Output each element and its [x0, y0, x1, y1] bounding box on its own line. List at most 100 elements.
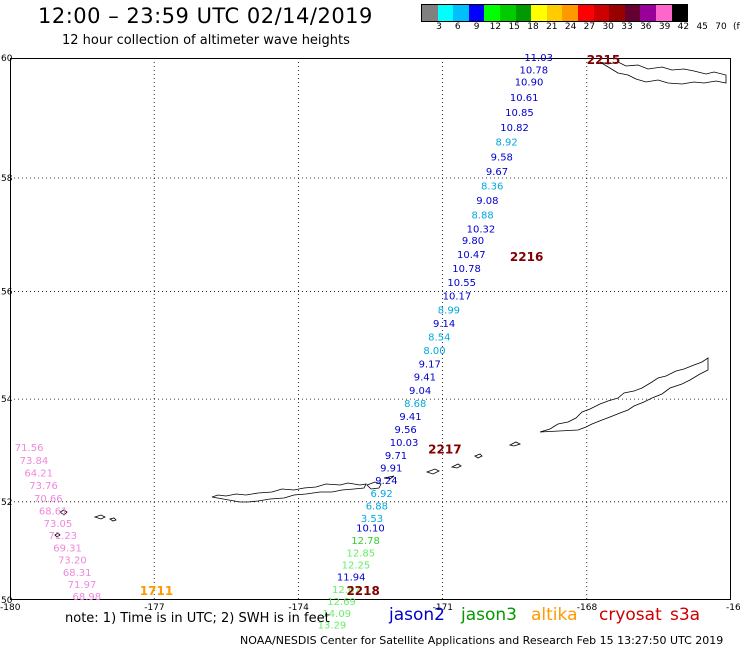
swh-value: 10.32 [467, 225, 496, 236]
swh-value: 11.03 [524, 53, 553, 64]
scale-swatch [437, 5, 454, 21]
scale-label: 42 [677, 22, 690, 32]
scale-swatch [484, 5, 500, 21]
scale-label: 12 [489, 22, 502, 32]
latitude-label: 56 [1, 287, 13, 297]
swh-value: 8.36 [481, 182, 503, 193]
map-title: 12:00 – 23:59 UTC 02/14/2019 [38, 4, 373, 28]
scale-swatch [468, 5, 485, 21]
swh-value: 68.98 [72, 592, 101, 603]
swh-value: 9.24 [375, 476, 397, 487]
satellite-legend-cryosat: cryosat [599, 605, 662, 625]
scale-label: 45 [696, 22, 708, 32]
scale-swatch [609, 5, 625, 21]
scale-swatch [515, 5, 532, 21]
scale-swatch [624, 5, 641, 21]
satellite-legend-jason2: jason2 [389, 605, 445, 625]
swh-value: 70.66 [34, 494, 63, 505]
swh-value: 8.00 [423, 346, 445, 357]
swh-value: 71.56 [15, 443, 44, 454]
coastline [54, 61, 727, 538]
satellite-legend-jason3: jason3 [461, 605, 517, 625]
swh-value: 12.69 [327, 597, 356, 608]
swh-value: 9.58 [491, 152, 513, 163]
swh-value: 10.82 [500, 123, 529, 134]
scale-swatch [453, 5, 469, 21]
swh-value: 10.85 [505, 108, 534, 119]
swh-value: 12.85 [346, 548, 375, 559]
longitude-label: -171 [433, 603, 453, 613]
aleutian-islands-west [211, 482, 367, 503]
swh-value: 8.68 [404, 399, 426, 410]
swh-value: 9.41 [399, 412, 421, 423]
scale-label: 9 [473, 22, 480, 32]
altimeter-tracks: 11.0310.7810.9010.6110.8510.828.929.589.… [15, 53, 620, 632]
swh-value: 10.90 [515, 78, 544, 89]
scale-swatch [640, 5, 656, 21]
scale-label: 70 [715, 22, 727, 32]
wave-height-color-scale [421, 4, 689, 22]
pass-time-label: 2217 [428, 443, 461, 457]
pass-time-label: 2215 [587, 53, 620, 67]
latitude-label: 60 [1, 54, 13, 64]
swh-value: 8.54 [428, 333, 450, 344]
swh-value: 8.88 [471, 210, 493, 221]
scale-swatch [655, 5, 672, 21]
pass-time-label: 2216 [510, 250, 543, 264]
swh-value: 12.25 [342, 561, 371, 572]
scale-label: 33 [621, 22, 633, 32]
longitude-label: -177 [144, 603, 164, 613]
scale-swatch [577, 5, 594, 21]
swh-value: 68.31 [63, 568, 92, 579]
swh-value: 8.92 [495, 138, 517, 149]
swh-value: 10.17 [443, 292, 472, 303]
swh-value: 73.84 [20, 456, 49, 467]
swh-value: 9.41 [414, 373, 436, 384]
scale-swatch [546, 5, 563, 21]
credit-line: NOAA/NESDIS Center for Satellite Applica… [240, 634, 724, 647]
latitude-label: 50 [1, 596, 13, 606]
scale-label: 6 [454, 22, 461, 32]
swh-value: 8.99 [438, 305, 460, 316]
scale-label: 3 [436, 22, 442, 32]
scale-label: 30 [602, 22, 614, 32]
swh-value: 9.04 [409, 386, 431, 397]
scale-swatch [593, 5, 610, 21]
longitude-label: -174 [288, 603, 309, 613]
scale-label: (ft) [733, 22, 740, 32]
swh-value: 64.21 [24, 469, 53, 480]
swh-value: 10.10 [356, 524, 385, 535]
scale-label: 21 [546, 22, 558, 32]
swh-value: 9.14 [433, 319, 455, 330]
map-frame [10, 58, 731, 600]
swh-value: 73.76 [29, 481, 58, 492]
longitude-label: -180 [0, 603, 21, 613]
swh-value: 68.61 [39, 506, 68, 517]
swh-value: 3.53 [361, 514, 383, 525]
longitude-label: -168 [577, 603, 598, 613]
swh-value: 12.67 [332, 585, 361, 596]
satellite-legend-altika: altika [531, 605, 578, 625]
swh-value: 11.94 [337, 573, 366, 584]
swh-value: 6.92 [371, 489, 393, 500]
pass-time-label: 1711 [140, 584, 173, 598]
swh-value: 9.80 [462, 236, 484, 247]
swh-value: 10.03 [390, 438, 419, 449]
axis-ticks: 60 58 56 54 52 50-180 -177 -174 -171 -168 -16 [0, 54, 740, 613]
scale-swatch [499, 5, 516, 21]
swh-value: 10.78 [452, 264, 481, 275]
swh-value: 9.56 [395, 425, 417, 436]
swh-value: 9.17 [419, 359, 441, 370]
swh-value: 13.29 [318, 621, 347, 632]
longitude-label: -16 [726, 603, 740, 613]
scale-label: 15 [508, 22, 520, 32]
latitude-label: 58 [1, 174, 13, 184]
swh-value: 10.78 [520, 65, 549, 76]
swh-value: 14.09 [322, 609, 351, 620]
swh-value: 73.20 [58, 556, 87, 567]
swh-value: 10.61 [510, 93, 539, 104]
swh-value: 71.97 [68, 580, 97, 591]
satellite-legend-s3a: s3a [670, 605, 701, 625]
